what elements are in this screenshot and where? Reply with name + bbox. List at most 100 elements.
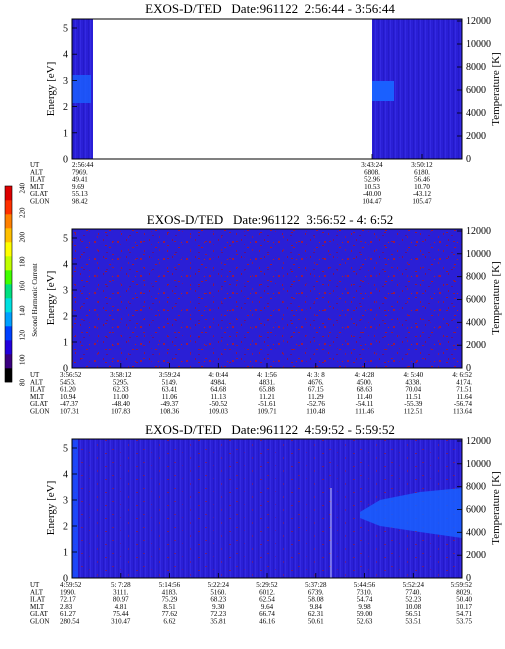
orbit-value: 3:50:12 <box>411 161 433 169</box>
orbit-value: 2.83 <box>60 603 73 611</box>
orbit-value: 105.47 <box>412 198 432 206</box>
y2-tick-label: 2000 <box>466 550 486 561</box>
y2-tick-label: 4000 <box>466 527 486 538</box>
panel-2-title: EXOS-D/TED Date:961122 3:56:52 - 4: 6:52 <box>147 212 394 227</box>
orbit-value: 11.21 <box>259 393 275 401</box>
y-tick-label: 5 <box>63 234 68 245</box>
orbit-value: 11.29 <box>308 393 324 401</box>
panel-2-y-ticks: 0 1 2 3 4 5 <box>63 234 77 375</box>
y-tick-label: 2 <box>63 312 68 323</box>
y-tick-label: 3 <box>63 496 68 507</box>
y2-tick-label: 4000 <box>466 317 486 328</box>
orbit-value: 111.46 <box>355 408 374 416</box>
y2-tick-label: 8000 <box>466 482 486 493</box>
orbit-value: 310.47 <box>111 618 131 626</box>
orbit-row-label: UT <box>30 581 40 589</box>
orbit-value: 1990. <box>60 588 76 596</box>
orbit-value: 4676. <box>308 378 324 386</box>
colorbar-segment <box>5 312 12 327</box>
y2-tick-label: 0 <box>466 154 471 165</box>
orbit-value: 5149. <box>162 378 178 386</box>
orbit-value: 109.03 <box>209 408 229 416</box>
y2-tick-label: 6000 <box>466 505 486 516</box>
colorbar-segment <box>5 242 12 257</box>
orbit-value: 4: 4:28 <box>355 371 375 379</box>
colorbar-frame <box>4 185 13 383</box>
orbit-value: 59.00 <box>357 610 373 618</box>
panel-2: EXOS-D/TED Date:961122 3:56:52 - 4: 6:52… <box>30 212 502 416</box>
panel-3-y-ticks: 0 1 2 3 4 5 <box>63 444 77 585</box>
colorbar-segment <box>5 298 12 313</box>
orbit-value: 53.51 <box>405 618 421 626</box>
panel-3-y2-axis-label: Temperature [K] <box>490 471 502 544</box>
panel-3-y2-ticks: 0 2000 4000 6000 8000 10000 12000 <box>457 436 491 584</box>
orbit-value: 280.54 <box>60 618 80 626</box>
orbit-value: 8.51 <box>163 603 176 611</box>
orbit-value: 107.31 <box>60 408 80 416</box>
orbit-row-label: ALT <box>30 378 44 386</box>
colorbar-segment <box>5 270 12 285</box>
orbit-value: 5:52:24 <box>403 581 425 589</box>
orbit-value: 52.96 <box>364 176 380 184</box>
y2-tick-label: 0 <box>466 573 471 584</box>
orbit-row-label: ILAT <box>30 596 46 604</box>
colorbar-segment <box>5 186 12 201</box>
orbit-value: 5:59:52 <box>451 581 473 589</box>
colorbar-tick-label: 240 <box>19 183 27 194</box>
colorbar-segment <box>5 228 12 243</box>
panel-3-title: EXOS-D/TED Date:961122 4:59:52 - 5:59:52 <box>145 422 395 437</box>
orbit-row-label: GLON <box>30 408 49 416</box>
orbit-value: 80.97 <box>113 596 129 604</box>
orbit-value: 61.20 <box>60 386 76 394</box>
orbit-value: 6012. <box>259 588 275 596</box>
orbit-value: 63.41 <box>162 386 178 394</box>
y-tick-label: 1 <box>63 338 68 349</box>
colorbar-tick-label: 160 <box>19 281 27 292</box>
orbit-value: 98.42 <box>72 198 88 206</box>
orbit-value: 9.84 <box>310 603 323 611</box>
orbit-value: 7310. <box>357 588 373 596</box>
y2-tick-label: 12000 <box>466 226 491 237</box>
orbit-value: 4: 1:56 <box>257 371 277 379</box>
orbit-value: 62.33 <box>113 386 129 394</box>
colorbar-segment <box>5 326 12 341</box>
y2-tick-label: 4000 <box>466 108 486 119</box>
orbit-value: 5:44:56 <box>354 581 376 589</box>
colorbar-segment <box>5 368 12 383</box>
y2-tick-label: 10000 <box>466 249 491 260</box>
orbit-row-label: ILAT <box>30 386 46 394</box>
orbit-value: 4831. <box>259 378 275 386</box>
colorbar-tick-label: 100 <box>19 354 27 365</box>
panel-3-y-axis-label: Energy [eV] <box>45 481 57 535</box>
y-tick-label: 3 <box>63 76 68 87</box>
orbit-value: 11.51 <box>406 393 422 401</box>
panel-1-y-axis-label: Energy [eV] <box>45 62 57 116</box>
orbit-row-label: MLT <box>30 393 45 401</box>
orbit-value: 4: 3: 8 <box>307 371 325 379</box>
orbit-value: 54.71 <box>456 610 472 618</box>
orbit-value: 4500. <box>357 378 373 386</box>
orbit-value: 4: 0:44 <box>208 371 228 379</box>
colorbar-segment <box>5 354 12 369</box>
colorbar: 80 100 120 140 160 180 200 220 240 <box>4 183 27 386</box>
orbit-value: 9.30 <box>212 603 225 611</box>
orbit-value: 3:59:24 <box>159 371 181 379</box>
orbit-value: 5295. <box>113 378 129 386</box>
y-tick-label: 1 <box>63 548 68 559</box>
orbit-row-label: GLON <box>30 198 49 206</box>
panel-1-frame <box>71 18 463 160</box>
orbit-value: 75.44 <box>113 610 129 618</box>
colorbar-tick-label: 120 <box>19 330 27 341</box>
orbit-value: 5:37:28 <box>305 581 327 589</box>
y2-tick-label: 8000 <box>466 272 486 283</box>
orbit-value: 6.62 <box>163 618 176 626</box>
orbit-value: 10.17 <box>456 603 472 611</box>
orbit-value: 104.47 <box>362 198 382 206</box>
orbit-value: 6180. <box>414 168 430 176</box>
orbit-value: 7740. <box>405 588 421 596</box>
orbit-value: 77.62 <box>162 610 178 618</box>
orbit-value: -40.00 <box>363 190 382 198</box>
orbit-value: 52.63 <box>357 618 373 626</box>
